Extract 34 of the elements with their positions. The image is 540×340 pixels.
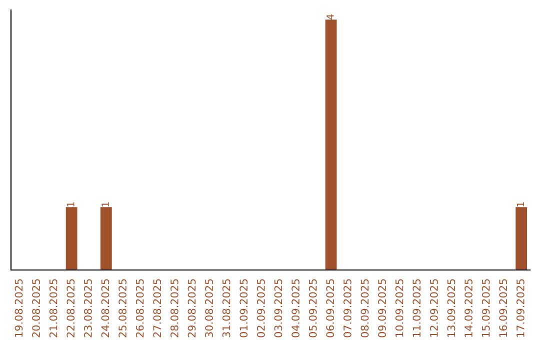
x-tick-label: 05.09.2025 [308,279,317,338]
x-tick-label: 28.08.2025 [170,279,178,338]
x-tick-label: 14.09.2025 [464,279,472,337]
x-tick-label: 02.09.2025 [256,279,265,338]
x-tick-label: 16.09.2025 [499,279,508,337]
x-tick-label: 13.09.2025 [447,279,456,337]
x-tick-label: 10.09.2025 [395,279,404,337]
x-tick-label: 22.08.2025 [66,279,75,338]
x-tick-label: 21.08.2025 [49,279,58,338]
data-label: 1 [102,202,109,206]
x-tick-label: 15.09.2025 [482,279,490,337]
x-tick-label: 08.09.2025 [360,279,369,338]
x-tick-label: 07.09.2025 [343,279,352,338]
x-tick-label: 29.08.2025 [188,279,196,338]
x-tick-label: 01.09.2025 [240,279,248,338]
x-tick-label: 23.08.2025 [84,279,92,338]
x-tick-label: 25.08.2025 [118,279,126,338]
x-tick-label: 09.09.2025 [378,279,386,338]
x-tick-label: 03.09.2025 [274,279,282,338]
x-tick-label: 26.08.2025 [136,279,144,338]
x-tick-label: 24.08.2025 [101,279,110,338]
x-tick-label: 19.08.2025 [14,279,23,337]
x-tick-label: 11.09.2025 [412,279,421,337]
x-tick-label: 17.09.2025 [516,279,524,337]
data-label: 4 [326,14,334,20]
x-tick-label: 06.09.2025 [326,279,334,338]
x-tick-label: 31.08.2025 [222,279,230,338]
x-tick-label: 12.09.2025 [430,279,438,337]
x-tick-label: 20.08.2025 [32,279,40,338]
x-tick-label: 04.09.2025 [292,279,300,338]
x-tick-label: 27.08.2025 [153,279,162,338]
data-label: 1 [67,202,74,206]
data-label: 1 [516,202,524,206]
x-tick-label: 30.08.2025 [205,279,213,338]
